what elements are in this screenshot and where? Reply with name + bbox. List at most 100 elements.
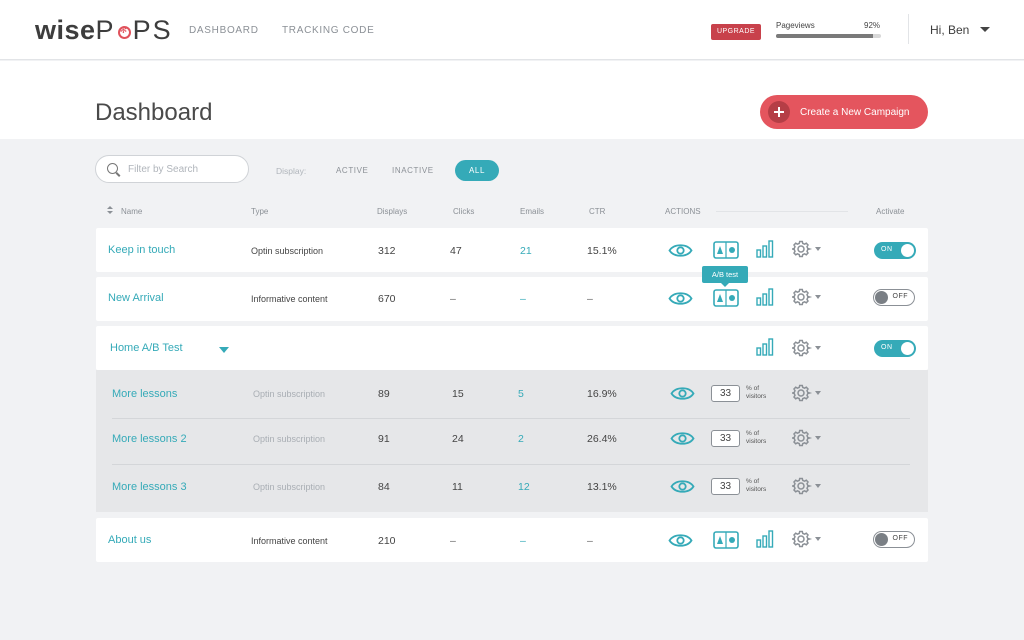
toggle-state-label: ON [881,344,893,351]
gear-icon [789,477,821,495]
campaign-clicks: 47 [450,245,462,257]
gear-icon [789,288,821,306]
variant-name-link[interactable]: More lessons 2 [112,433,187,445]
upgrade-button[interactable]: UPGRADE [711,24,761,40]
settings-menu[interactable] [789,477,822,500]
eye-icon[interactable] [668,243,693,258]
ab-test-name-link[interactable]: Home A/B Test [110,342,183,354]
column-header-clicks: Clicks [453,207,475,216]
ab-test-icon[interactable] [713,289,739,307]
variant-ctr: 26.4% [587,433,617,445]
display-filter-label: Display: [276,166,307,176]
settings-menu[interactable] [789,530,822,553]
variant-divider [112,418,910,419]
search-input[interactable] [128,161,243,177]
activate-toggle[interactable]: ON [874,340,916,357]
percent-label-line1: % of [746,478,760,485]
user-menu-greeting[interactable]: Hi, Ben [930,23,970,37]
campaign-displays: 312 [378,245,396,257]
logo-pops-text: P PS [96,15,173,46]
expand-caret-icon[interactable] [219,347,229,353]
campaign-emails: – [520,535,526,547]
create-campaign-button[interactable]: Create a New Campaign [760,95,928,129]
ab-test-row [96,326,928,370]
actions-header-divider [716,211,848,212]
chevron-down-icon[interactable] [980,27,990,32]
ab-test-icon[interactable] [713,241,739,259]
activate-toggle[interactable]: ON [874,242,916,259]
settings-menu[interactable] [789,240,822,263]
toggle-state-label: ON [881,246,893,253]
stats-bars-icon[interactable] [756,240,774,258]
campaign-name-link[interactable]: Keep in touch [108,244,176,256]
logo-pops: P PS [96,15,173,46]
nav-divider [908,14,909,44]
top-navigation-bar: wise P PS DASHBOARD TRACKING CODE UPGRADE… [0,0,1024,60]
campaign-clicks: – [450,293,456,305]
ab-test-tooltip: A/B test [702,266,748,287]
logo-letters: PS [132,14,173,45]
filter-all-button[interactable]: ALL [455,160,499,181]
toggle-knob [901,244,914,257]
toggle-knob [875,290,888,304]
campaign-clicks: – [450,535,456,547]
traffic-percent-input[interactable]: 33 [711,385,740,402]
column-header-type: Type [251,207,269,216]
search-box[interactable] [95,155,249,183]
percent-label-line1: % of [746,385,760,392]
eye-icon[interactable] [668,533,693,548]
percent-of-visitors-label: % of visitors [746,478,782,493]
eye-icon[interactable] [670,431,695,446]
variant-name-link[interactable]: More lessons [112,388,178,400]
activate-toggle[interactable]: OFF [873,289,915,306]
campaign-name-link[interactable]: New Arrival [108,292,164,304]
variant-ctr: 13.1% [587,481,617,493]
percent-label-line2: visitors [746,485,767,493]
stats-bars-icon[interactable] [756,530,774,548]
campaign-ctr: 15.1% [587,245,617,257]
stats-bars-icon[interactable] [756,288,774,306]
campaign-name-link[interactable]: About us [108,534,152,546]
column-header-name[interactable]: Name [121,207,143,216]
filter-inactive-button[interactable]: INACTIVE [392,166,434,175]
campaign-emails-link[interactable]: 21 [520,245,532,257]
settings-menu[interactable] [789,384,822,407]
traffic-percent-input[interactable]: 33 [711,430,740,447]
variant-clicks: 15 [452,388,464,400]
create-campaign-label: Create a New Campaign [800,106,910,118]
eye-icon[interactable] [670,479,695,494]
nav-tracking-code-link[interactable]: TRACKING CODE [282,25,375,36]
ab-test-icon[interactable] [713,531,739,549]
campaign-row [96,518,928,562]
variant-emails-link[interactable]: 5 [518,388,524,400]
variant-displays: 89 [378,388,390,400]
toggle-state-label: OFF [892,293,908,300]
settings-menu[interactable] [789,429,822,452]
gear-icon [789,240,821,258]
traffic-percent-input[interactable]: 33 [711,478,740,495]
settings-menu[interactable] [789,339,822,362]
variant-clicks: 11 [452,481,463,493]
eye-icon[interactable] [668,291,693,306]
variant-clicks: 24 [452,433,464,445]
filter-active-button[interactable]: ACTIVE [336,166,369,175]
variant-name-link[interactable]: More lessons 3 [112,481,187,493]
variant-emails-link[interactable]: 2 [518,433,524,445]
sort-icon[interactable] [107,206,114,216]
percent-label-line2: visitors [746,437,767,445]
gear-icon [789,384,821,402]
percent-label-line2: visitors [746,392,767,400]
activate-toggle[interactable]: OFF [873,531,915,548]
variant-emails-link[interactable]: 12 [518,481,530,493]
stats-bars-icon[interactable] [756,338,774,356]
campaign-ctr: – [587,293,593,305]
column-header-ctr: CTR [589,207,606,216]
nav-dashboard-link[interactable]: DASHBOARD [189,25,259,36]
percent-label-line1: % of [746,430,760,437]
campaign-type: Informative content [251,294,328,304]
settings-menu[interactable] [789,288,822,311]
wisepops-logo[interactable]: wise P PS [35,15,173,45]
search-icon [107,163,118,174]
pageviews-percent: 92% [864,21,881,30]
eye-icon[interactable] [670,386,695,401]
